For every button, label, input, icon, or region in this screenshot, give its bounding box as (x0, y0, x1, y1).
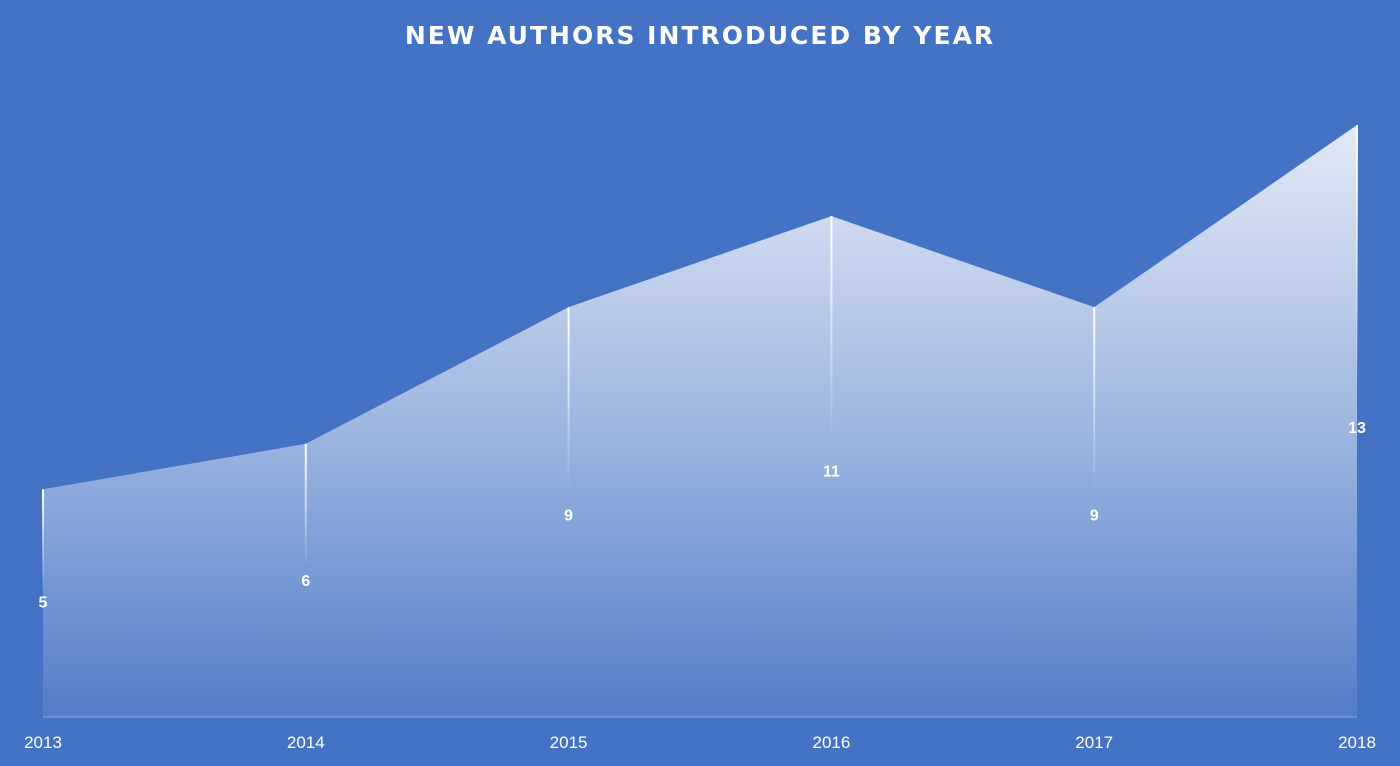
x-tick-label: 2014 (287, 733, 325, 752)
x-tick-label: 2013 (24, 733, 62, 752)
data-label: 5 (39, 595, 48, 612)
drop-line (830, 216, 833, 442)
drop-line (567, 307, 570, 492)
area-series (43, 125, 1357, 717)
drop-line (304, 443, 307, 567)
drop-line (1093, 307, 1096, 492)
x-tick-label: 2017 (1075, 733, 1113, 752)
x-tick-label: 2015 (550, 733, 588, 752)
x-tick-label: 2016 (812, 733, 850, 752)
data-label: 13 (1348, 420, 1366, 437)
data-label: 6 (301, 573, 310, 590)
data-label: 9 (564, 507, 573, 524)
drop-line (1356, 125, 1358, 392)
data-label: 11 (823, 464, 840, 481)
drop-line (42, 489, 44, 592)
chart-title: NEW AUTHORS INTRODUCED BY YEAR (405, 21, 995, 50)
data-label: 9 (1090, 507, 1099, 524)
x-tick-label: 2018 (1338, 733, 1376, 752)
